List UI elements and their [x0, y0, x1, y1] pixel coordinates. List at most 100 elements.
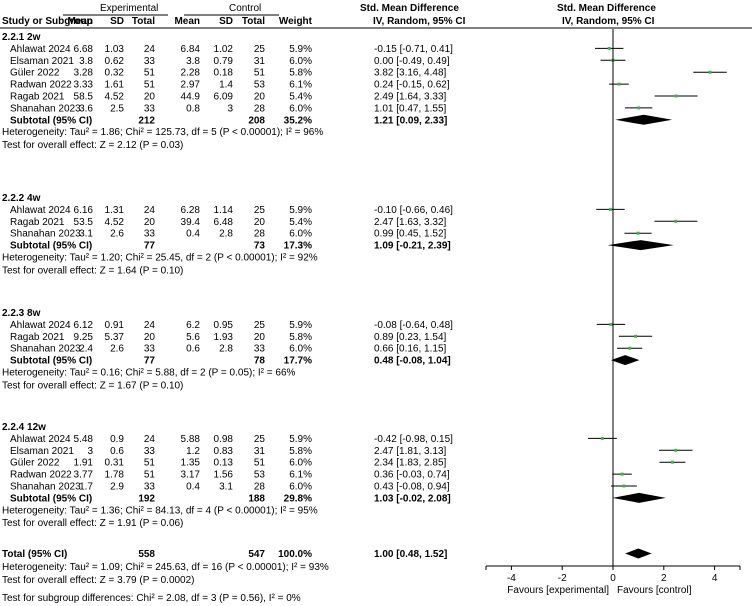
study-ci: -0.08 [-0.64, 0.48]	[374, 320, 453, 331]
subtotal-ctl-n: 188	[248, 493, 265, 504]
subgroup-title: 2.2.2 4w	[2, 193, 41, 204]
subtotal-ctl-n: 73	[254, 241, 266, 252]
x-tick-label: 4	[712, 573, 718, 584]
subtotal-ci: 1.03 [-0.02, 2.08]	[374, 493, 451, 504]
exp-sd: 2.6	[110, 344, 124, 355]
exp-mean: 2.4	[79, 344, 93, 355]
study-weight: 6.0%	[289, 103, 312, 114]
study-ci: 0.36 [-0.03, 0.74]	[374, 470, 450, 481]
ctl-sd: 0.13	[214, 458, 234, 469]
point-estimate	[708, 70, 712, 74]
total-weight: 100.0%	[278, 549, 312, 560]
exp-total: 33	[144, 229, 156, 240]
study-ci: -0.10 [-0.66, 0.46]	[374, 205, 453, 216]
subtotal-diamond	[612, 492, 666, 503]
ctl-mean: 2.28	[181, 68, 201, 79]
total-ci: 1.00 [0.48, 1.52]	[374, 549, 447, 560]
x-tick-label: -4	[507, 573, 516, 584]
study-name: Elsaman 2021	[10, 446, 74, 457]
point-estimate	[609, 322, 613, 326]
study-weight: 5.9%	[289, 205, 312, 216]
point-estimate	[608, 207, 612, 211]
subtotal-ci: 1.21 [0.09, 2.33]	[374, 115, 447, 126]
study-name: Ahlawat 2024	[10, 205, 71, 216]
ctl-sd: 0.98	[214, 434, 234, 445]
overall-effect-text: Test for overall effect: Z = 1.64 (P = 0…	[2, 265, 183, 276]
study-weight: 6.0%	[289, 56, 312, 67]
study-name: Ahlawat 2024	[10, 44, 71, 55]
study-weight: 5.8%	[289, 446, 312, 457]
subtotal-label: Subtotal (95% CI)	[10, 493, 92, 504]
study-weight: 6.0%	[289, 344, 312, 355]
exp-sd: 0.91	[105, 320, 125, 331]
subtotal-diamond	[610, 355, 640, 366]
subtotal-weight: 17.7%	[284, 356, 312, 367]
subgroup-title: 2.2.4 12w	[2, 422, 46, 433]
subtotal-label: Subtotal (95% CI)	[10, 356, 92, 367]
ctl-sd: 1.02	[214, 44, 234, 55]
exp-sd: 2.9	[110, 482, 124, 493]
ctl-total: 51	[254, 68, 266, 79]
study-weight: 6.0%	[289, 229, 312, 240]
ctl-mean: 0.6	[186, 344, 200, 355]
column-header-weight: Weight	[279, 16, 313, 27]
ctl-total: 20	[254, 332, 266, 343]
total-heterogeneity: Heterogeneity: Tau² = 1.09; Chi² = 245.6…	[2, 562, 329, 573]
heterogeneity-text: Heterogeneity: Tau² = 1.86; Chi² = 125.7…	[2, 127, 323, 138]
effect-subtitle-left: IV, Random, 95% CI	[373, 16, 466, 27]
favours-control-label: Favours [control]	[617, 585, 692, 596]
ctl-sd: 6.09	[214, 92, 234, 103]
study-ci: -0.15 [-0.71, 0.41]	[374, 44, 453, 55]
ctl-sd: 6.48	[214, 217, 234, 228]
subtotal-weight: 17.3%	[284, 241, 312, 252]
exp-total: 51	[144, 458, 156, 469]
ctl-sd: 3.1	[219, 482, 233, 493]
column-header-ctl-sd: SD	[219, 16, 233, 27]
exp-sd: 0.32	[105, 68, 125, 79]
exp-sd: 1.61	[105, 80, 125, 91]
study-ci: 0.00 [-0.49, 0.49]	[374, 56, 450, 67]
study-weight: 5.8%	[289, 68, 312, 79]
ctl-total: 28	[254, 229, 266, 240]
exp-sd: 0.31	[105, 458, 125, 469]
study-weight: 5.4%	[289, 217, 312, 228]
study-ci: 2.34 [1.83, 2.85]	[374, 458, 447, 469]
x-tick-label: -2	[558, 573, 567, 584]
ctl-total: 25	[254, 434, 266, 445]
exp-total: 20	[144, 332, 156, 343]
study-weight: 5.8%	[289, 332, 312, 343]
study-weight: 5.9%	[289, 434, 312, 445]
exp-sd: 0.9	[110, 434, 124, 445]
ctl-total: 25	[254, 205, 266, 216]
exp-total: 51	[144, 68, 156, 79]
point-estimate	[674, 94, 678, 98]
exp-total: 33	[144, 56, 156, 67]
exp-mean: 3.8	[79, 56, 93, 67]
exp-mean: 5.48	[74, 434, 94, 445]
subtotal-weight: 35.2%	[284, 115, 312, 126]
ctl-total: 51	[254, 458, 266, 469]
ctl-total: 33	[254, 344, 266, 355]
favours-experimental-label: Favours [experimental]	[507, 585, 609, 596]
subtotal-ctl-n: 78	[254, 356, 266, 367]
ctl-mean: 6.2	[186, 320, 200, 331]
experimental-group-header: Experimental	[100, 3, 158, 14]
exp-mean: 3	[87, 446, 93, 457]
x-tick-label: 0	[610, 573, 616, 584]
ctl-total: 25	[254, 44, 266, 55]
subgroup-title: 2.2.1 2w	[2, 32, 41, 43]
x-tick-label: 2	[661, 573, 667, 584]
forest-marks	[588, 29, 727, 566]
study-name: Radwan 2022	[10, 470, 72, 481]
exp-sd: 0.6	[110, 446, 124, 457]
point-estimate	[674, 219, 678, 223]
study-name: Ragab 2021	[10, 217, 65, 228]
ctl-total: 20	[254, 92, 266, 103]
effect-subtitle-right: IV, Random, 95% CI	[562, 16, 655, 27]
effect-title-right: Std. Mean Difference	[557, 3, 656, 14]
exp-mean: 1.91	[74, 458, 94, 469]
study-name: Shanahan 2023	[10, 344, 81, 355]
study-weight: 6.0%	[289, 458, 312, 469]
exp-total: 20	[144, 217, 156, 228]
